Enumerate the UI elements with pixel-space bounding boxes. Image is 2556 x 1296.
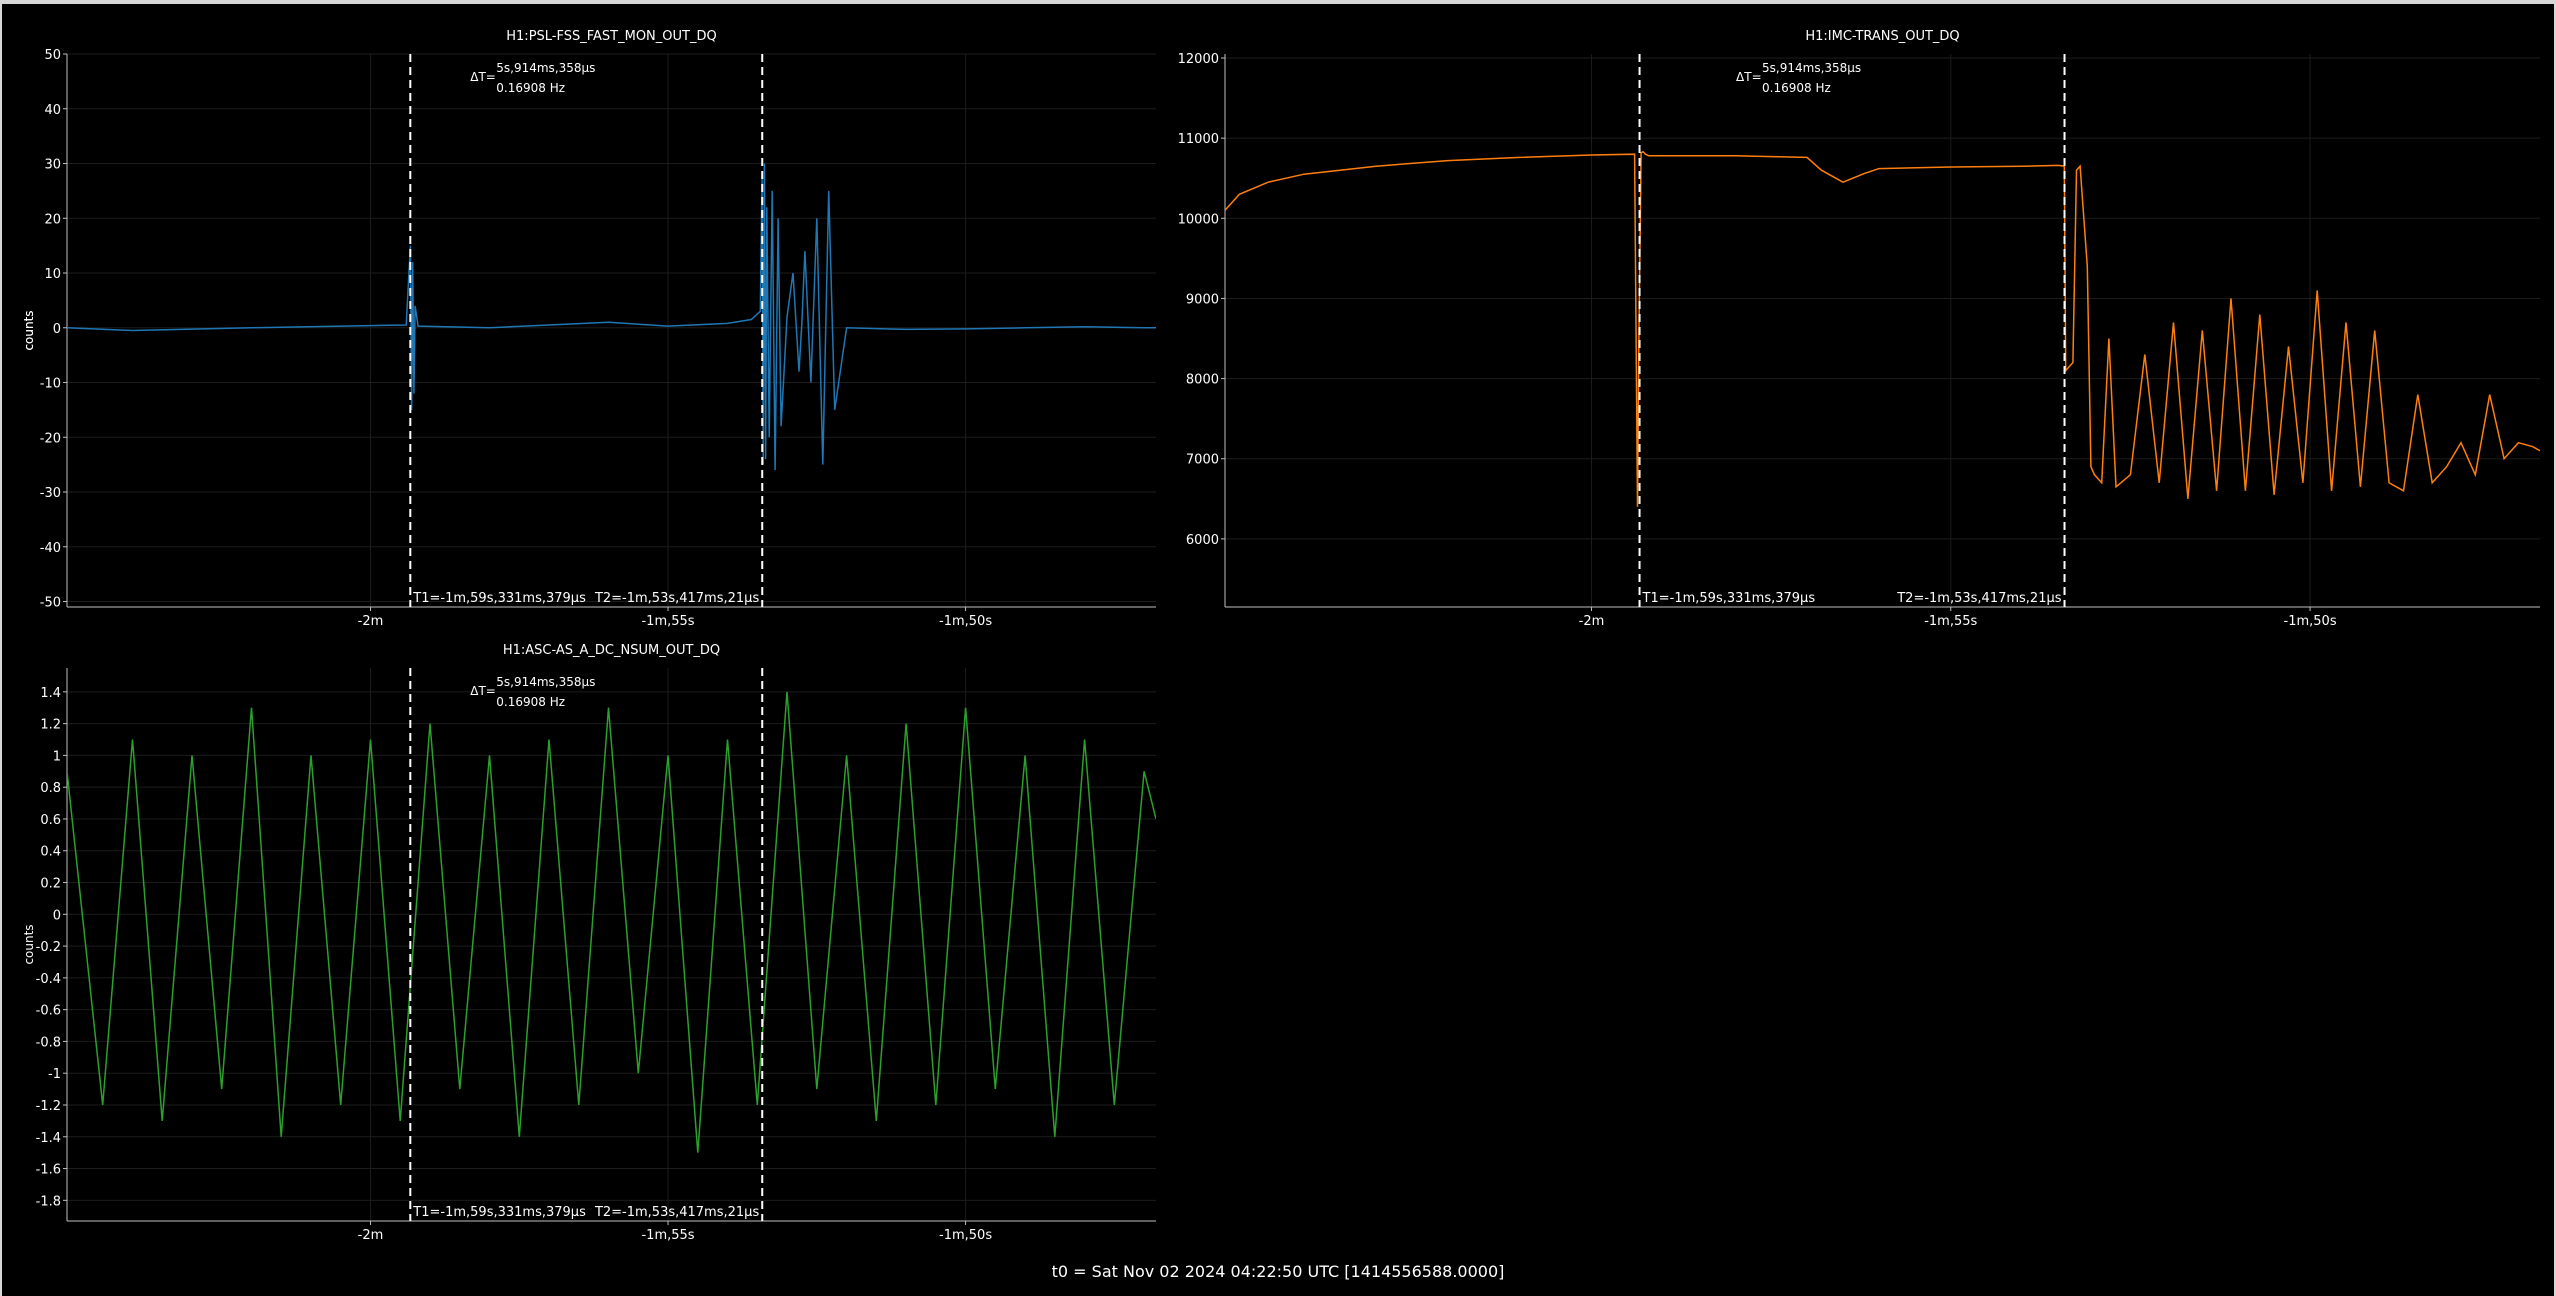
x-tick-label: -1m,55s [1924, 614, 1977, 629]
cursor-t1-label: T1=-1m,59s,331ms,379µs [1642, 591, 1816, 606]
y-tick-label: 30 [44, 158, 61, 173]
y-tick-label: 0.2 [40, 877, 61, 892]
series-line [67, 163, 1156, 471]
y-tick-label: -0.4 [36, 972, 61, 987]
x-tick-label: -1m,55s [641, 1228, 694, 1243]
y-tick-label: 12000 [1178, 52, 1219, 67]
x-tick-label: -2m [358, 614, 384, 629]
y-tick-label: -0.8 [36, 1035, 61, 1050]
series-line [1225, 150, 2540, 507]
y-tick-label: 6000 [1186, 533, 1219, 548]
x-tick-label: -1m,50s [939, 614, 992, 629]
y-tick-label: 0 [53, 322, 61, 337]
delta-t-value: 5s,914ms,358µs [1762, 61, 1861, 75]
y-tick-label: 9000 [1186, 292, 1219, 307]
plot-title: H1:ASC-AS_A_DC_NSUM_OUT_DQ [503, 643, 720, 658]
plot-panel-2: H1:IMC-TRANS_OUT_DQ 12000 11000 10000 9000 80… [22, 29, 2540, 629]
series-line [67, 691, 1156, 1153]
y-tick-label: 1.4 [40, 686, 61, 701]
plot-title: H1:PSL-FSS_FAST_MON_OUT_DQ [506, 29, 716, 44]
x-tick-label: -1m,50s [939, 1228, 992, 1243]
y-tick-label: -40 [40, 541, 61, 556]
y-tick-label: 10000 [1178, 212, 1219, 227]
y-tick-label: 0 [53, 908, 61, 923]
delta-freq-value: 0.16908 Hz [1762, 81, 1831, 95]
y-tick-label: 1.2 [40, 718, 61, 733]
plot-panel-3: H1:ASC-AS_A_DC_NSUM_OUT_DQ 1.4 1.2 1 0.8 0.6 0… [22, 643, 1156, 1243]
y-tick-label: -50 [40, 596, 61, 611]
y-tick-label: 11000 [1178, 132, 1219, 147]
y-tick-label: 50 [44, 48, 61, 63]
y-tick-label: -0.2 [36, 940, 61, 955]
delta-freq-value: 0.16908 Hz [496, 695, 565, 709]
y-axis-label: counts [22, 924, 36, 964]
x-tick-label: -1m,55s [641, 614, 694, 629]
x-tick-label: -1m,50s [2284, 614, 2337, 629]
t0-footer: t0 = Sat Nov 02 2024 04:22:50 UTC [14145… [1051, 1262, 1505, 1281]
y-tick-label: -1.4 [36, 1131, 61, 1146]
y-tick-label: 0.6 [40, 813, 61, 828]
y-tick-label: 7000 [1186, 453, 1219, 468]
y-tick-label: 20 [44, 212, 61, 227]
y-tick-label: -1.6 [36, 1163, 61, 1178]
cursor-t2-label: T2=-1m,53s,417ms,21µs [594, 591, 760, 606]
cursor-t1-label: T1=-1m,59s,331ms,379µs [412, 591, 586, 606]
y-tick-label: 8000 [1186, 373, 1219, 388]
y-tick-label: -0.6 [36, 1004, 61, 1019]
plot-panel-1: H1:PSL-FSS_FAST_MON_OUT_DQ 50 40 30 20 10 0 -10… [22, 29, 1156, 629]
y-tick-label: 0.4 [40, 845, 61, 860]
x-tick-label: -2m [358, 1228, 384, 1243]
y-tick-label: -30 [40, 486, 61, 501]
delta-t-label: ΔT= [470, 70, 496, 84]
delta-t-value: 5s,914ms,358µs [496, 61, 595, 75]
y-tick-label: 1 [53, 749, 61, 764]
cursor-t2-label: T2=-1m,53s,417ms,21µs [1896, 591, 2062, 606]
y-tick-label: -1.2 [36, 1099, 61, 1114]
delta-t-value: 5s,914ms,358µs [496, 675, 595, 689]
y-tick-label: -1 [48, 1067, 61, 1082]
y-tick-label: -1.8 [36, 1194, 61, 1209]
y-tick-label: -20 [40, 431, 61, 446]
plot-title: H1:IMC-TRANS_OUT_DQ [1805, 29, 1959, 44]
x-tick-label: -2m [1579, 614, 1605, 629]
delta-t-label: ΔT= [1736, 70, 1762, 84]
y-tick-label: 10 [44, 267, 61, 282]
y-axis-label: counts [22, 310, 36, 350]
delta-freq-value: 0.16908 Hz [496, 81, 565, 95]
y-tick-label: 0.8 [40, 781, 61, 796]
y-tick-label: 40 [44, 103, 61, 118]
cursor-t2-label: T2=-1m,53s,417ms,21µs [594, 1205, 760, 1220]
cursor-t1-label: T1=-1m,59s,331ms,379µs [412, 1205, 586, 1220]
y-tick-label: -10 [40, 377, 61, 392]
delta-t-label: ΔT= [470, 684, 496, 698]
y-axis-label: counts [22, 310, 36, 350]
